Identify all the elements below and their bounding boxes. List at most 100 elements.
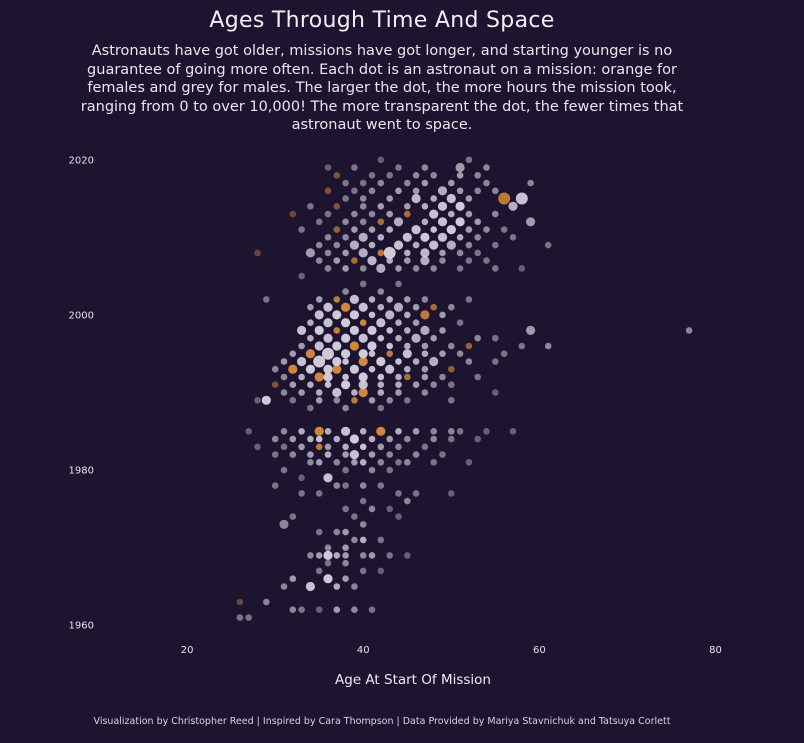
data-point — [385, 310, 395, 320]
data-point — [439, 257, 446, 264]
data-point — [404, 373, 411, 381]
data-point — [368, 350, 376, 358]
data-point — [368, 365, 376, 373]
data-point — [333, 552, 341, 559]
data-point — [386, 327, 394, 334]
data-point — [358, 372, 368, 382]
data-point — [297, 325, 307, 335]
data-point — [430, 226, 438, 233]
data-point — [359, 203, 367, 210]
data-point — [448, 179, 455, 187]
data-point — [386, 342, 394, 350]
data-point — [395, 513, 402, 520]
data-point — [351, 389, 358, 396]
data-point — [376, 356, 386, 367]
data-point — [437, 217, 448, 227]
data-point — [305, 248, 315, 258]
data-point — [412, 490, 420, 497]
data-point — [404, 435, 411, 443]
data-point — [404, 497, 411, 505]
data-point — [315, 606, 323, 613]
data-point — [298, 490, 305, 497]
data-point — [351, 257, 358, 264]
data-point — [448, 381, 455, 389]
data-point — [254, 443, 261, 451]
data-point — [412, 319, 420, 327]
data-point — [455, 217, 465, 227]
data-point — [421, 203, 429, 210]
data-point — [298, 226, 305, 233]
data-point — [411, 225, 421, 235]
data-point — [430, 435, 438, 443]
data-point — [333, 397, 341, 404]
data-point — [500, 226, 508, 233]
data-point — [437, 201, 448, 211]
data-point — [402, 349, 412, 359]
data-point — [377, 443, 385, 451]
data-point — [474, 234, 482, 241]
data-point — [254, 249, 261, 257]
data-point — [492, 210, 499, 218]
data-point — [314, 325, 324, 335]
data-point — [280, 443, 288, 451]
data-point — [430, 195, 438, 202]
data-point — [368, 172, 376, 179]
data-point — [323, 550, 333, 561]
data-point — [386, 505, 394, 513]
data-point — [349, 325, 359, 335]
data-point — [315, 435, 323, 443]
data-point — [544, 342, 552, 350]
data-point — [349, 310, 359, 320]
data-point — [455, 201, 465, 211]
data-point — [377, 381, 385, 389]
data-point — [420, 256, 430, 266]
data-point — [492, 334, 499, 342]
data-point — [324, 559, 332, 567]
data-point — [298, 373, 305, 381]
data-point — [349, 450, 359, 460]
data-point — [298, 474, 305, 482]
data-point — [298, 272, 305, 280]
data-point — [368, 451, 376, 458]
y-axis-ticks: 1960 1980 2000 2020 — [69, 155, 94, 631]
data-point — [465, 241, 473, 249]
data-point — [280, 466, 288, 474]
data-point — [315, 218, 323, 226]
data-point — [377, 373, 385, 381]
data-point — [421, 296, 429, 303]
data-point — [342, 552, 349, 559]
data-point — [289, 397, 297, 404]
data-point — [351, 536, 358, 544]
data-point — [359, 482, 367, 489]
data-point — [377, 156, 385, 164]
data-point — [279, 519, 289, 530]
data-point — [483, 179, 490, 187]
data-point — [368, 187, 376, 195]
data-point — [351, 210, 358, 218]
data-point — [333, 257, 341, 264]
data-point — [298, 342, 305, 350]
data-point — [377, 389, 385, 396]
data-point — [342, 288, 349, 295]
data-point — [437, 186, 448, 196]
y-tick-label: 2000 — [69, 310, 94, 321]
data-point — [421, 218, 429, 226]
data-point — [377, 303, 385, 311]
data-point — [307, 435, 314, 443]
data-point — [456, 319, 464, 327]
data-point — [351, 606, 358, 613]
data-point — [492, 358, 499, 365]
data-point — [368, 210, 376, 218]
data-point — [342, 373, 349, 381]
data-point — [465, 156, 473, 164]
data-point — [386, 257, 394, 264]
data-point — [421, 164, 429, 171]
data-point — [377, 334, 385, 342]
data-point — [315, 552, 323, 559]
data-point — [358, 380, 368, 390]
data-point — [367, 256, 377, 266]
data-point — [439, 350, 446, 358]
data-point — [358, 387, 368, 398]
data-point — [358, 356, 368, 367]
data-point — [324, 210, 332, 218]
